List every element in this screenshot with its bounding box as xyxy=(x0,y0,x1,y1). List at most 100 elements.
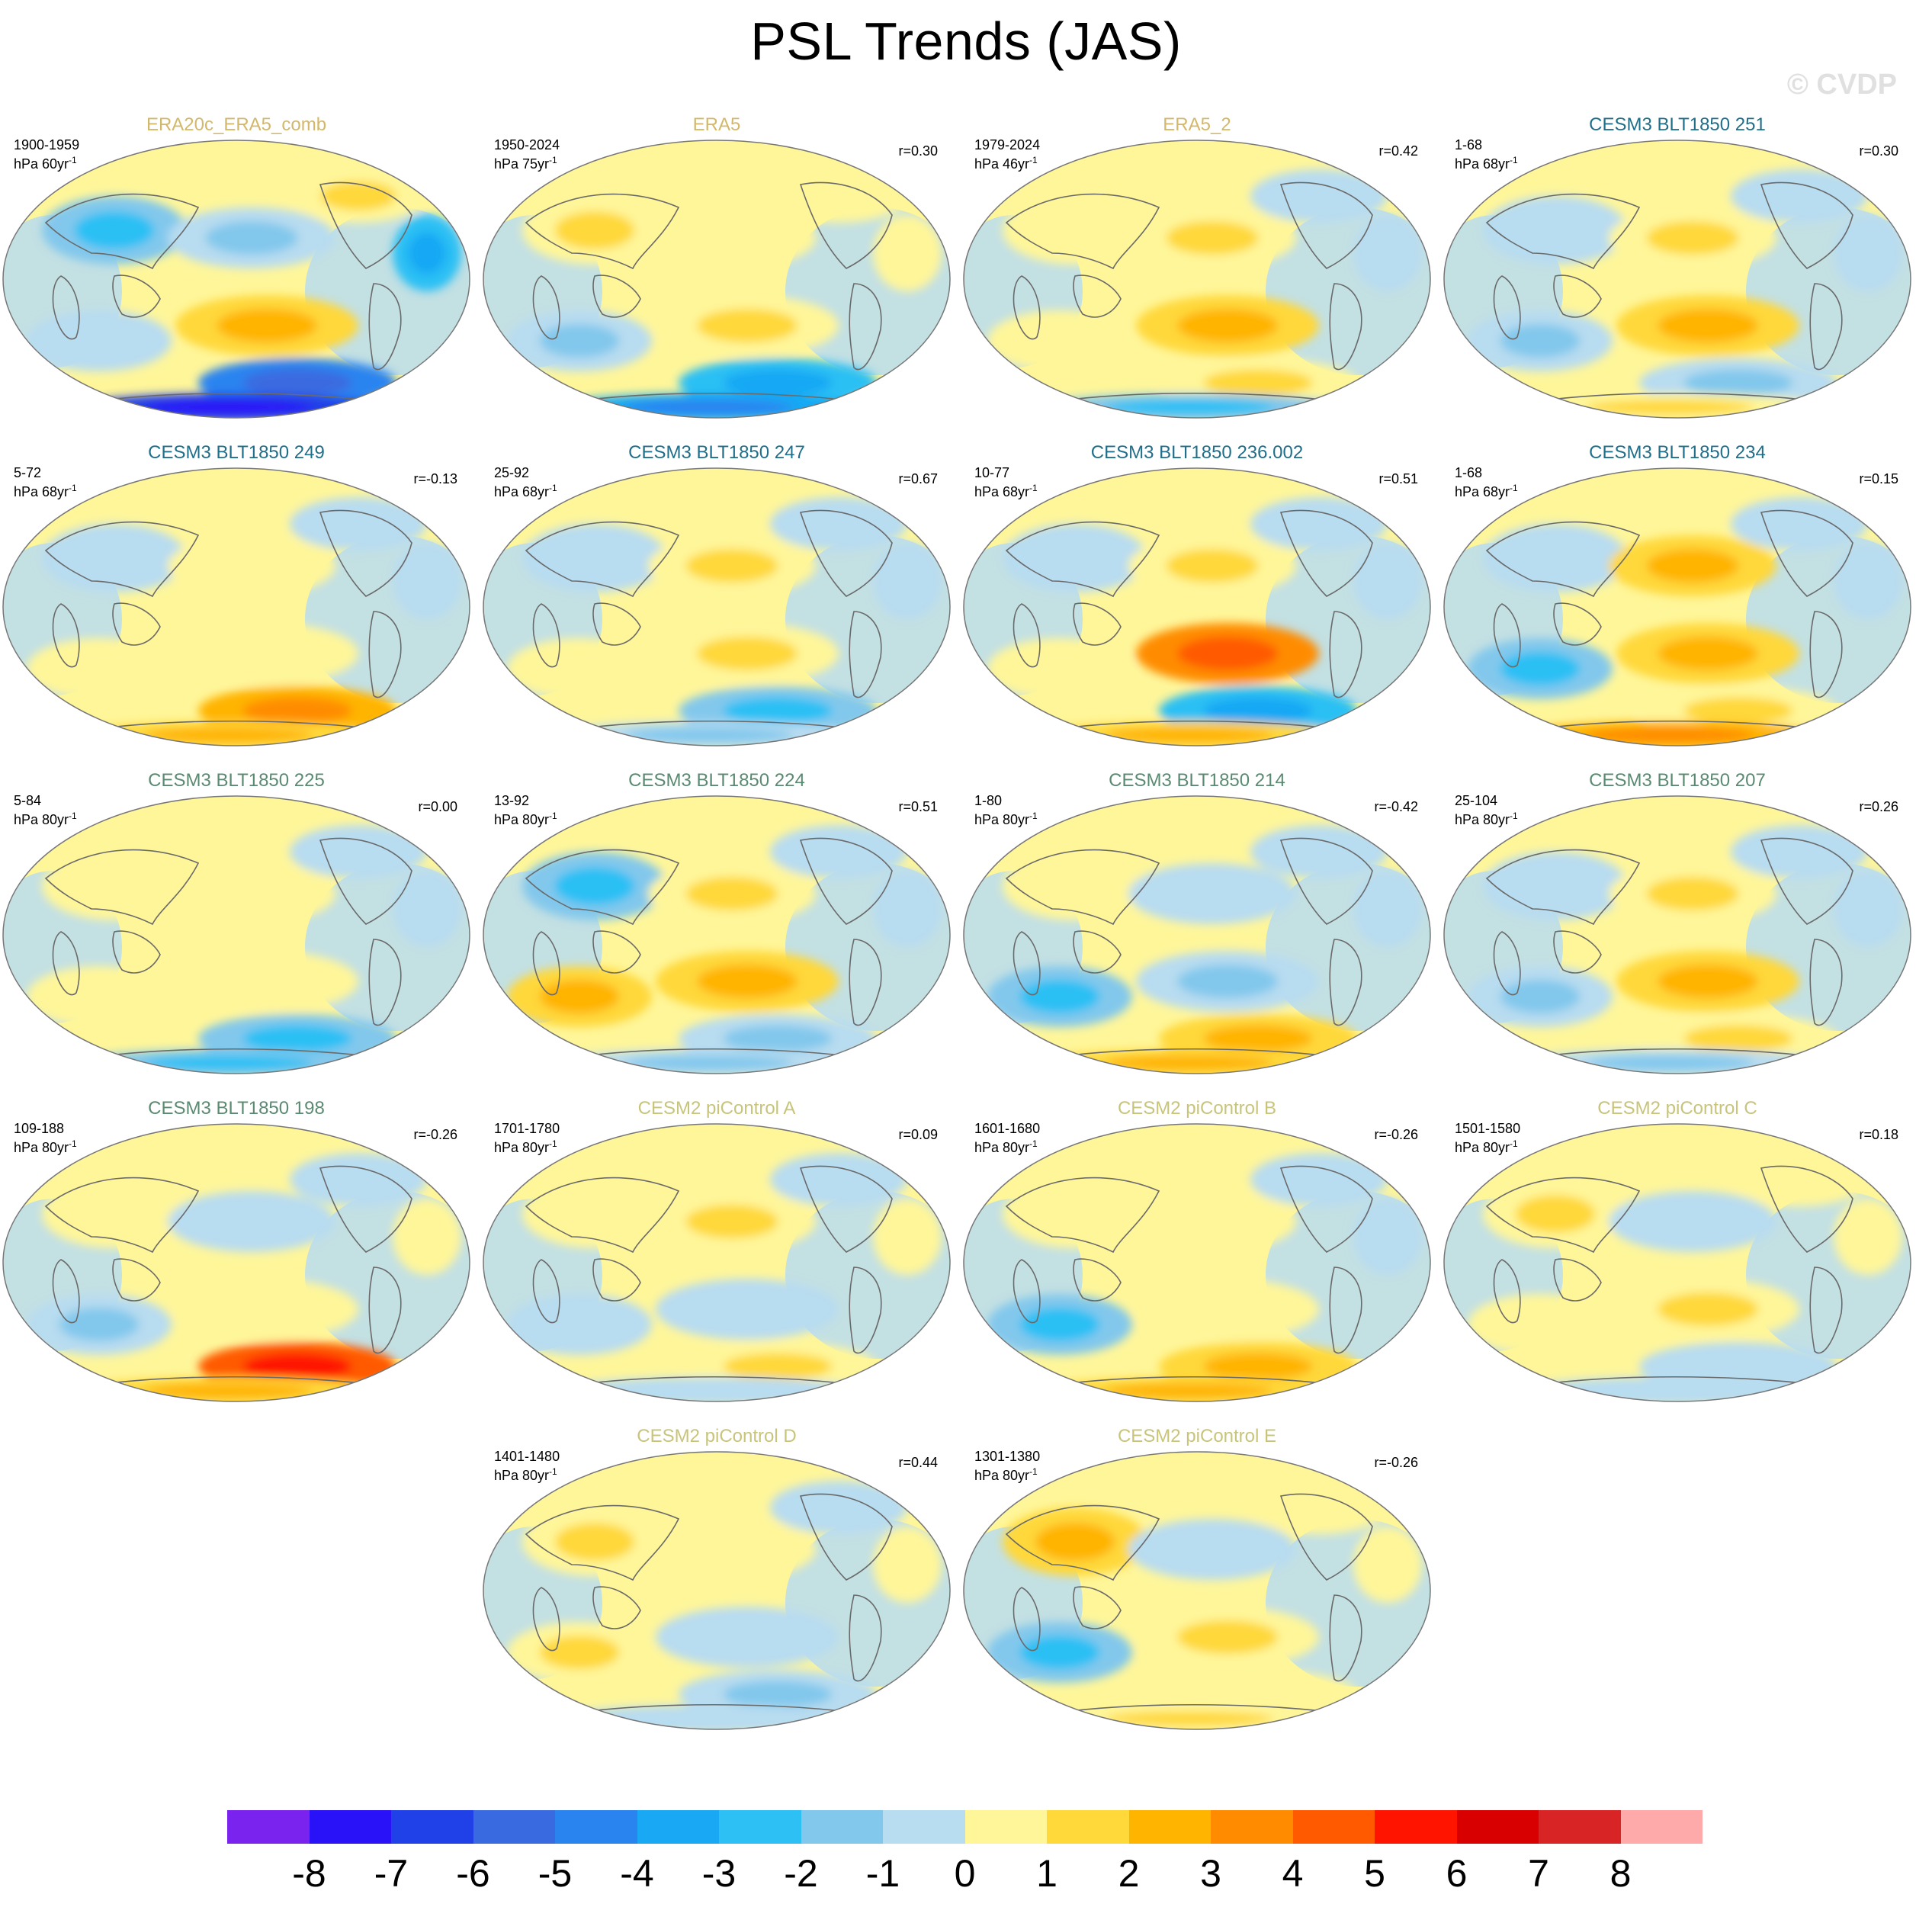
field-region xyxy=(507,1294,652,1355)
field-region xyxy=(217,309,317,342)
coastline xyxy=(1809,939,1843,1026)
field-region xyxy=(1353,1527,1422,1603)
coastline xyxy=(571,1703,862,1714)
coastline xyxy=(1051,1376,1343,1386)
field-region xyxy=(625,727,793,743)
map-border xyxy=(483,1451,951,1730)
field-region xyxy=(1106,1711,1273,1726)
field-region xyxy=(723,369,833,396)
colorbar-swatch xyxy=(1047,1810,1129,1844)
field-region xyxy=(1353,543,1422,619)
field-region xyxy=(873,543,942,619)
field-region xyxy=(648,1519,816,1580)
panel-units: hPa 68yr-1 xyxy=(1455,483,1518,499)
field-region xyxy=(1106,1055,1273,1071)
page-title: PSL Trends (JAS) xyxy=(750,11,1182,71)
field-region xyxy=(1166,221,1259,255)
coastline xyxy=(1279,1493,1373,1581)
field-region xyxy=(1609,1191,1776,1252)
panel-correlation: r=0.51 xyxy=(1378,471,1418,486)
map-border xyxy=(1443,140,1911,419)
map-panel: CESM2 piControl A 1701-1780 hPa 80yr-1 r=0.… xyxy=(480,1098,953,1403)
map-plot xyxy=(963,140,1431,419)
map-panel: CESM3 BLT1850 198 109-188 hPa 80yr-1 r=-0.2… xyxy=(0,1098,473,1403)
coastline xyxy=(44,849,200,926)
map-plot xyxy=(483,140,951,419)
field-region xyxy=(1177,1620,1278,1654)
panel-units: hPa 80yr-1 xyxy=(1455,1138,1518,1155)
coastline xyxy=(1760,181,1853,269)
coastline xyxy=(44,1177,200,1254)
map-plot xyxy=(483,467,951,746)
coastline xyxy=(1013,1587,1041,1652)
map-border xyxy=(483,467,951,746)
map-plot xyxy=(963,467,1431,746)
colorbar-swatch xyxy=(1292,1810,1375,1844)
coastline xyxy=(44,193,200,270)
field-region xyxy=(1483,524,1628,592)
field-region xyxy=(656,1607,839,1668)
coastline xyxy=(1493,275,1521,340)
field-region xyxy=(1468,1294,1613,1355)
coastline xyxy=(592,1586,641,1629)
field-region xyxy=(507,638,652,699)
field-region xyxy=(145,1383,313,1398)
field-region xyxy=(393,871,461,947)
map-plot xyxy=(2,795,470,1074)
field-region xyxy=(625,1055,793,1071)
field-region xyxy=(1646,221,1739,255)
coastline xyxy=(1532,1376,1823,1386)
field-region xyxy=(1019,1308,1100,1341)
field-region xyxy=(1003,852,1147,920)
field-region xyxy=(42,1180,187,1248)
colorbar-swatch xyxy=(1375,1810,1457,1844)
panel-units: hPa 46yr-1 xyxy=(974,155,1038,172)
map-panel: CESM3 BLT1850 251 1-68 hPa 68yr-1 r=0.30 xyxy=(1441,114,1914,419)
map-border xyxy=(963,1123,1431,1402)
map-border xyxy=(2,795,470,1074)
field-region xyxy=(145,400,313,415)
coastline xyxy=(1760,837,1853,925)
colorbar-swatch xyxy=(801,1810,883,1844)
panel-correlation: r=-0.13 xyxy=(413,471,457,486)
field-region xyxy=(1731,825,1868,878)
panel-correlation: r=-0.26 xyxy=(413,1127,457,1142)
panel-correlation: r=-0.26 xyxy=(1374,1455,1418,1470)
map-panel: CESM2 piControl B 1601-1680 hPa 80yr-1 r=-0… xyxy=(961,1098,1433,1403)
field-region xyxy=(1500,980,1581,1013)
colorbar-label: 3 xyxy=(1200,1852,1221,1895)
coastline xyxy=(1553,274,1602,318)
field-region xyxy=(1106,727,1273,743)
field-region xyxy=(1128,1191,1296,1252)
map-panel: CESM3 BLT1850 234 1-68 hPa 68yr-1 r=0.15 xyxy=(1441,442,1914,747)
coastline xyxy=(1073,930,1122,974)
colorbar-swatch xyxy=(637,1810,719,1844)
colorbar-swatch xyxy=(719,1810,801,1844)
field-region xyxy=(393,1199,461,1275)
panel-years: 1401-1480 xyxy=(494,1449,560,1464)
coastline xyxy=(1493,1259,1521,1324)
map-border xyxy=(1443,1123,1911,1402)
field-region xyxy=(1203,1353,1313,1380)
coastline xyxy=(44,521,200,598)
map-panel: ERA20c_ERA5_comb 1900-1959 hPa 60yr-1 xyxy=(0,114,473,419)
field-region xyxy=(1658,1292,1758,1326)
map-plot xyxy=(483,795,951,1074)
field-region xyxy=(1586,400,1754,415)
field-region xyxy=(1250,1481,1388,1534)
field-region xyxy=(685,549,778,583)
colorbar-swatch xyxy=(309,1810,391,1844)
coastline xyxy=(849,939,882,1026)
panel-title: CESM2 piControl A xyxy=(637,1098,796,1119)
field-region xyxy=(1658,309,1758,342)
map-border xyxy=(483,140,951,419)
panel-units: hPa 68yr-1 xyxy=(974,483,1038,499)
map-plot xyxy=(2,140,470,419)
colorbar-swatch xyxy=(555,1810,637,1844)
field-region xyxy=(1128,1519,1296,1580)
panel-years: 1950-2024 xyxy=(494,137,560,152)
coastline xyxy=(368,939,402,1026)
field-region xyxy=(873,1527,942,1603)
panel-title: CESM3 BLT1850 198 xyxy=(148,1098,325,1119)
panel-units: hPa 60yr-1 xyxy=(14,155,77,172)
